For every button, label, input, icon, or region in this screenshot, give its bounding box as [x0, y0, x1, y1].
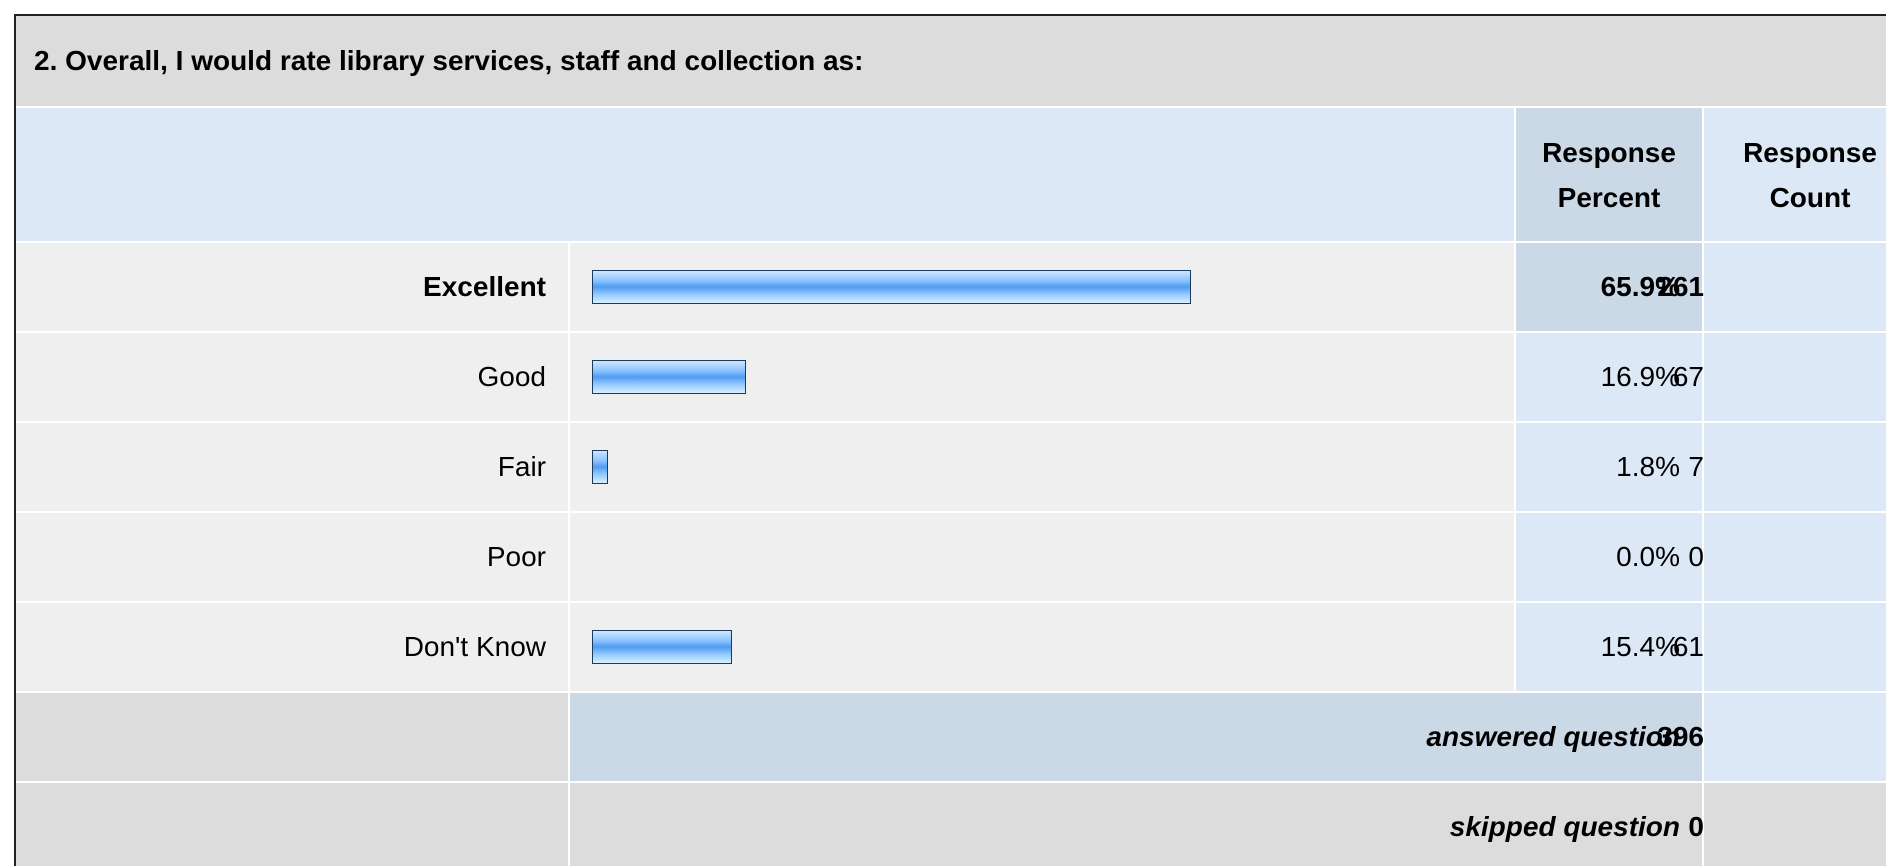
- response-count: 7: [1688, 423, 1886, 511]
- answered-label: answered question: [570, 693, 1702, 781]
- response-percent: 15.4%: [1516, 603, 1702, 691]
- bar-cell: [570, 513, 1514, 601]
- response-count: 261: [1657, 243, 1886, 331]
- answer-label: Excellent: [16, 243, 568, 331]
- answer-label: Fair: [16, 423, 568, 511]
- response-bar: [592, 450, 609, 484]
- footer-blank: [16, 783, 568, 866]
- survey-table: 2. Overall, I would rate library service…: [14, 14, 1886, 866]
- question-title: 2. Overall, I would rate library service…: [16, 16, 1886, 106]
- answer-label: Poor: [16, 513, 568, 601]
- header-count: Response Count: [1704, 108, 1886, 241]
- response-bar: [592, 270, 1192, 304]
- footer-blank: [16, 693, 568, 781]
- response-bar: [592, 360, 746, 394]
- response-bar: [592, 630, 732, 664]
- response-percent: 16.9%: [1516, 333, 1702, 421]
- answer-label: Good: [16, 333, 568, 421]
- answer-label: Don't Know: [16, 603, 568, 691]
- response-percent: 65.9%: [1516, 243, 1702, 331]
- response-count: 61: [1673, 603, 1886, 691]
- answered-count: 396: [1657, 693, 1886, 781]
- bar-cell: [570, 423, 1514, 511]
- skipped-label: skipped question: [570, 783, 1702, 866]
- header-blank: [16, 108, 1514, 241]
- response-count: 0: [1688, 513, 1886, 601]
- response-percent: 0.0%: [1516, 513, 1702, 601]
- response-percent: 1.8%: [1516, 423, 1702, 511]
- skipped-count: 0: [1688, 783, 1886, 866]
- response-count: 67: [1673, 333, 1886, 421]
- header-percent: Response Percent: [1516, 108, 1702, 241]
